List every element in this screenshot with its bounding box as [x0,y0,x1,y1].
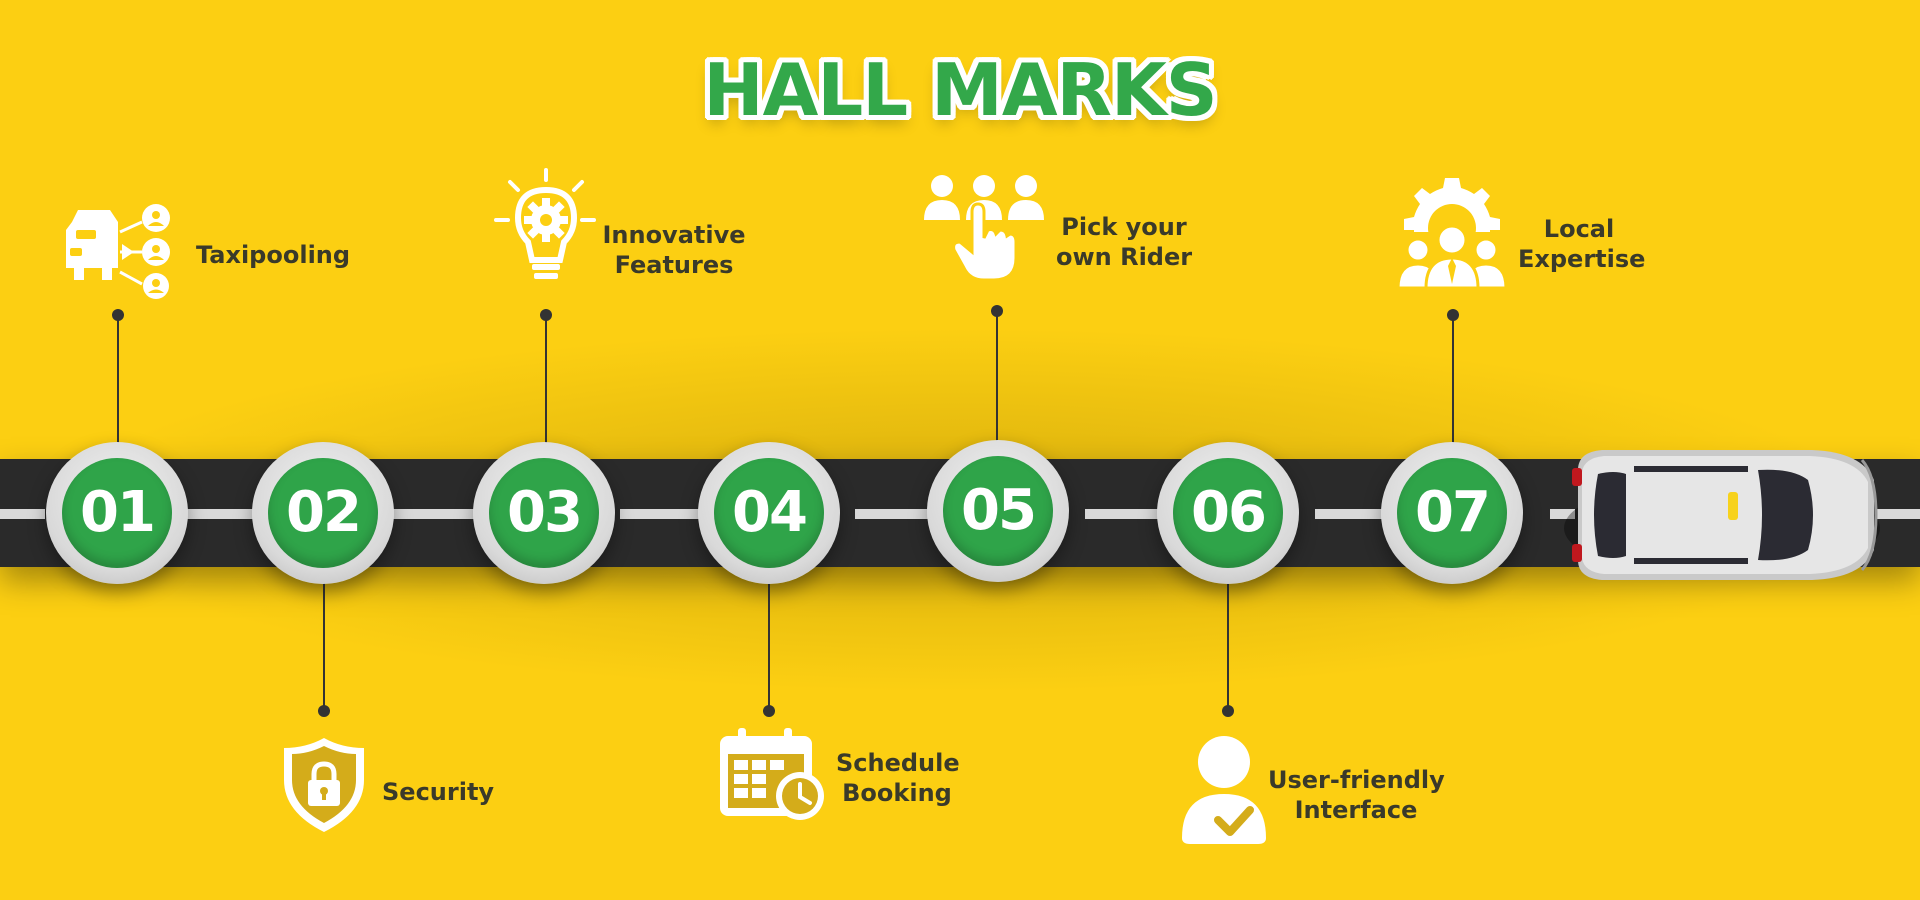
step-label-04: Schedule Booking [836,749,960,807]
shield-lock-icon [282,736,366,834]
connector-line [768,560,770,710]
road-dash [855,509,935,519]
road-dash [620,509,700,519]
road-dash [1315,509,1395,519]
step-number: 01 [62,458,172,568]
road-dash [1875,509,1920,519]
gear-team-icon [1396,170,1508,290]
step-number: 03 [489,458,599,568]
step-label-01: Taxipooling [196,241,351,269]
step-label-05: Pick your own Rider [1056,213,1193,271]
taxi-pool-icon [62,200,177,300]
step-node-04: 04 [698,442,840,584]
step-node-06: 06 [1157,442,1299,584]
step-node-01: 01 [46,442,188,584]
step-number: 07 [1397,458,1507,568]
connector-dot [991,305,1003,317]
step-label-03: Innovative Features [602,221,746,279]
connector-line [323,560,325,710]
connector-line [1227,560,1229,710]
step-node-05: 05 [927,440,1069,582]
step-number: 04 [714,458,824,568]
step-number: 06 [1173,458,1283,568]
hand-select-person-icon [922,172,1046,284]
step-label-06: User-friendly Interface [1268,766,1445,824]
connector-dot [763,705,775,717]
connector-line [117,314,119,464]
step-node-03: 03 [473,442,615,584]
connector-dot [1222,705,1234,717]
connector-line [1452,314,1454,464]
taxi-car-icon [1562,440,1882,590]
step-node-02: 02 [252,442,394,584]
connector-line [996,310,998,460]
step-number: 02 [268,458,378,568]
connector-dot [1447,309,1459,321]
calendar-clock-icon [718,726,828,822]
lightbulb-gear-icon [490,168,600,286]
connector-dot [318,705,330,717]
road-dash [1550,509,1575,519]
road-dash [0,509,45,519]
page-title: HALL MARKS [703,48,1217,132]
road-dash [1085,509,1165,519]
step-label-07: Local Expertise [1518,215,1646,273]
step-label-02: Security [382,778,495,806]
road-dash [390,509,480,519]
road-dash [180,509,260,519]
step-node-07: 07 [1381,442,1523,584]
step-number: 05 [943,456,1053,566]
user-check-icon [1178,734,1270,846]
connector-dot [112,309,124,321]
connector-line [545,314,547,464]
connector-dot [540,309,552,321]
